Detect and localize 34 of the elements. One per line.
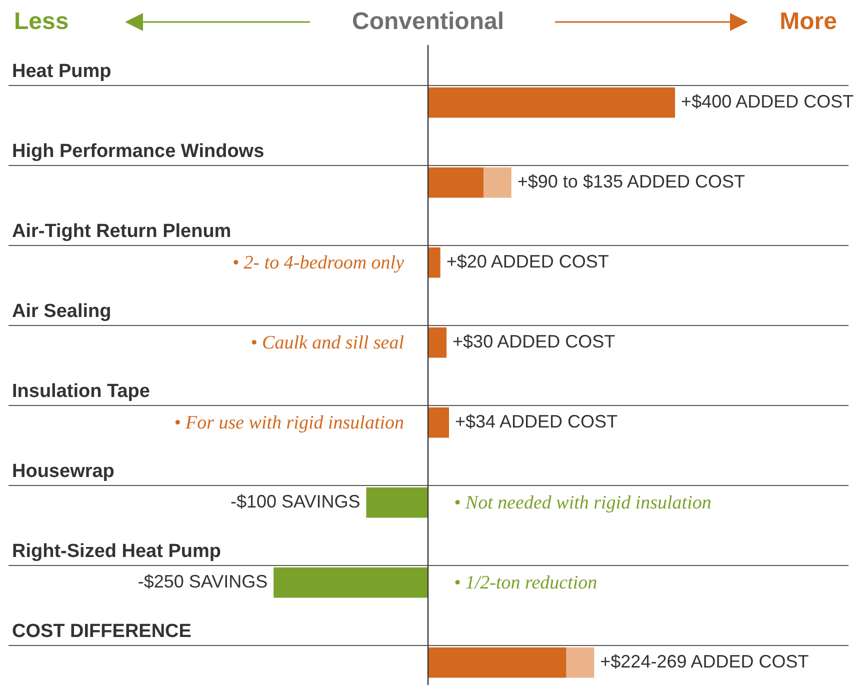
bar (484, 167, 512, 198)
y-tick-label: Right-Sized Heat Pump (12, 541, 222, 562)
text: More (780, 8, 837, 36)
x-axis-title: Conventional (352, 8, 504, 36)
bar (274, 567, 428, 598)
bar (428, 87, 676, 118)
annotation: • For use with rigid insulation (174, 412, 404, 434)
data-label: +$34 ADDED COST (455, 412, 618, 432)
annotation: • Not needed with rigid insulation (454, 492, 712, 514)
y-tick-label: Air Sealing (12, 301, 112, 322)
y-tick-label: Housewrap (12, 461, 114, 482)
annotation: • Caulk and sill seal (250, 332, 404, 354)
bar (428, 327, 447, 358)
y-tick-label: High Performance Windows (12, 141, 264, 162)
y-tick-label: Air-Tight Return Plenum (12, 221, 232, 242)
bar (566, 647, 594, 678)
y-tick-label: COST DIFFERENCE (12, 621, 192, 642)
bar (428, 407, 449, 438)
data-label: -$100 SAVINGS (230, 492, 360, 512)
y-tick-label: Heat Pump (12, 61, 112, 82)
data-label: +$20 ADDED COST (446, 252, 609, 272)
annotation: • 1/2-ton reduction (454, 572, 598, 594)
annotation: • 2- to 4-bedroom only (232, 252, 405, 274)
bar (366, 487, 428, 518)
data-label: -$250 SAVINGS (138, 572, 268, 592)
data-label: +$224-269 ADDED COST (600, 652, 809, 672)
y-tick-label: Insulation Tape (12, 381, 150, 402)
data-label: +$30 ADDED COST (452, 332, 616, 352)
data-label: +$400 ADDED COST (681, 92, 854, 112)
bar (428, 167, 484, 198)
text: Less (14, 8, 69, 36)
bar (428, 247, 440, 278)
data-label: +$90 to $135 ADDED COST (517, 172, 746, 192)
bar (428, 647, 566, 678)
